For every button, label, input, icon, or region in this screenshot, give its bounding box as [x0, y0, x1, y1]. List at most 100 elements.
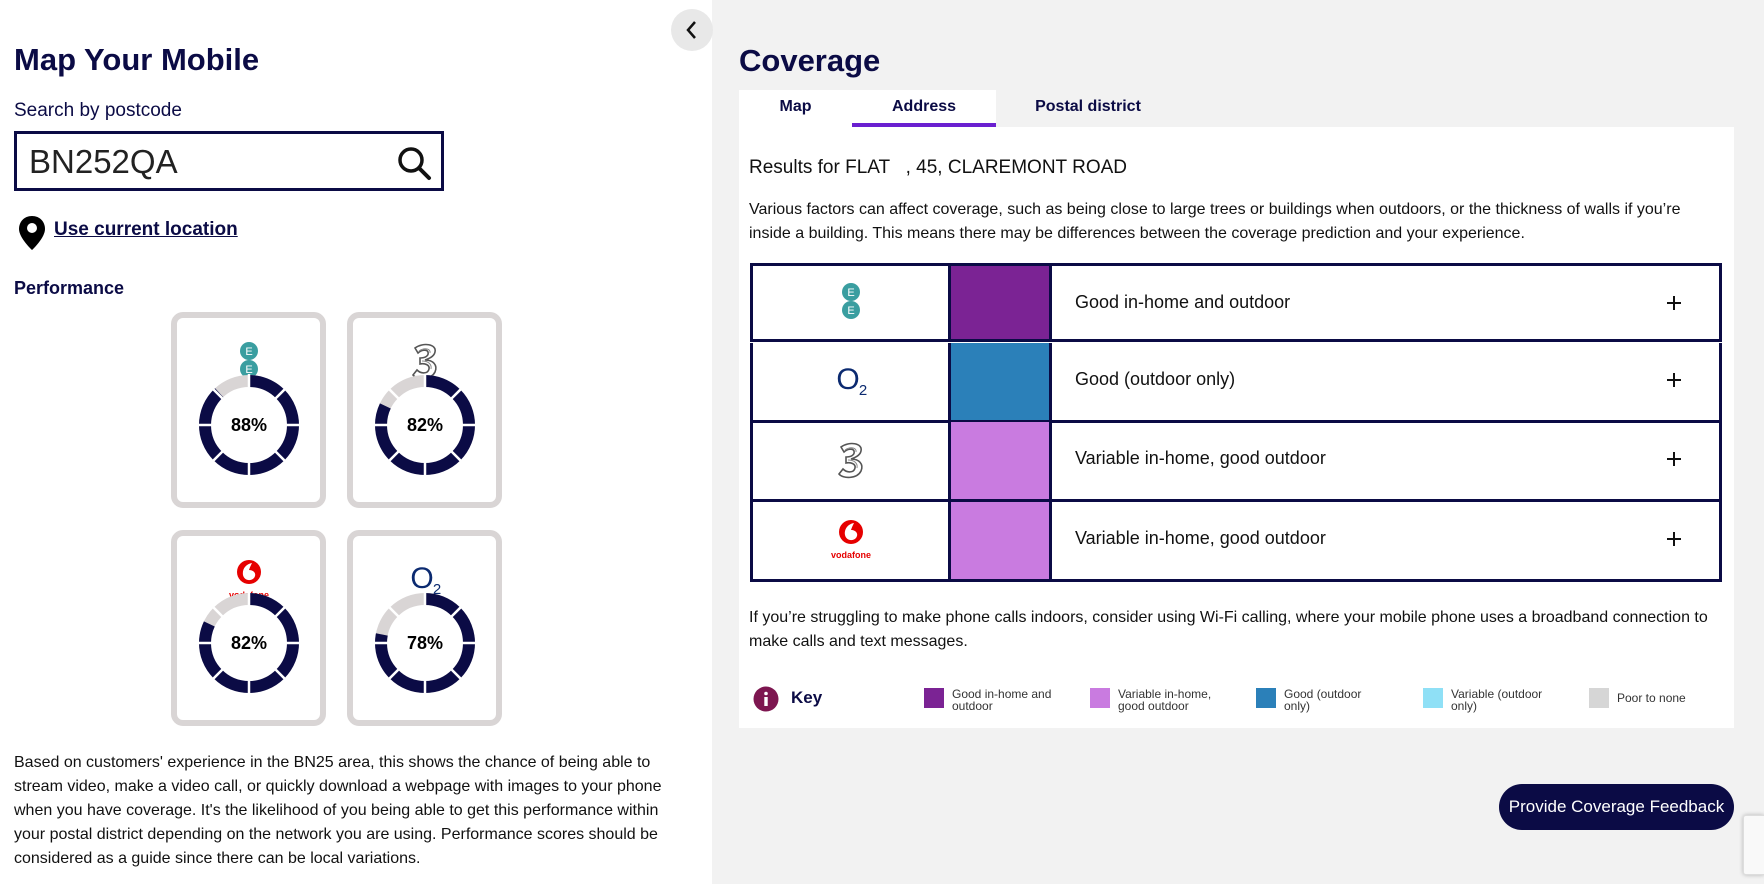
coverage-intro: Various factors can affect coverage, suc… — [749, 201, 1681, 242]
wifi-note: If you’re struggling to make phone calls… — [749, 609, 1708, 650]
coverage-title: Coverage — [739, 43, 881, 78]
donut-chart: 78% — [374, 592, 476, 694]
expand-icon[interactable] — [1665, 530, 1683, 548]
key-label: Variable in-home, good outdoor — [1118, 687, 1212, 713]
performance-card: vodafone82% — [171, 530, 326, 726]
coverage-swatch — [951, 266, 1052, 339]
coverage-label: Variable in-home, good outdoor — [1075, 448, 1326, 468]
donut-chart: 82% — [374, 374, 476, 476]
key-item: Good in-home and outdoor — [924, 688, 1057, 712]
key-title: Key — [791, 688, 823, 707]
location-link[interactable]: Use current location — [54, 219, 238, 240]
performance-description: Based on customers' experience in the BN… — [14, 754, 662, 867]
logo-shape — [242, 563, 255, 581]
logo-graphic — [411, 343, 437, 380]
donut-label: 88% — [231, 415, 267, 435]
logo-dot — [239, 360, 258, 378]
coverage-swatch — [951, 422, 1052, 499]
logo-text: E — [847, 305, 854, 317]
recaptcha-badge — [1743, 815, 1764, 875]
plus-shape — [1667, 452, 1681, 466]
donut-gap — [274, 450, 286, 462]
collapse-button[interactable] — [671, 9, 713, 51]
search-box[interactable]: BN252QA — [14, 131, 444, 191]
pin-icon — [19, 216, 45, 250]
plus-shape — [1667, 372, 1681, 387]
logo — [753, 422, 951, 499]
expand-icon[interactable] — [1665, 371, 1683, 389]
donut-gap — [388, 606, 400, 618]
coverage-swatch — [951, 501, 1052, 579]
donut-gap — [450, 388, 462, 400]
donut-label: 82% — [407, 415, 443, 435]
key-label: Good (outdoor only) — [1284, 687, 1362, 713]
donut: 82% — [193, 587, 305, 704]
logo-shape — [844, 446, 858, 468]
key-item: Good (outdoor only) — [1256, 688, 1374, 712]
logo-text: vodafone — [830, 550, 870, 560]
plus-shape — [1667, 531, 1681, 546]
donut-gap — [274, 606, 286, 618]
logo-text: 2 — [432, 581, 440, 598]
donut-gap — [274, 668, 286, 680]
coverage-label: Good (outdoor only) — [1075, 368, 1236, 389]
key-label: Variable (outdoor only) — [1451, 687, 1543, 713]
info-icon — [753, 686, 779, 712]
page-title: Map Your Mobile — [14, 42, 260, 77]
donut-chart: 82% — [198, 592, 300, 694]
results-heading: Results for FLAT , 45, CLAREMONT ROAD — [749, 157, 1127, 178]
expand-icon[interactable] — [1665, 294, 1683, 312]
key-item: Variable in-home, good outdoor — [1090, 688, 1228, 712]
key-swatch — [1090, 688, 1110, 708]
donut-gap — [450, 606, 462, 618]
coverage-row: E E Good in-home and outdoor — [750, 263, 1722, 342]
logo-text: 2 — [858, 382, 866, 399]
logo-shape — [418, 348, 432, 370]
logo: vodafone — [753, 501, 951, 579]
coverage-content — [739, 127, 1734, 728]
donut-gap — [212, 668, 224, 680]
search-label: Search by postcode — [14, 100, 182, 121]
donut-gap — [212, 450, 224, 462]
key-swatch — [1589, 688, 1609, 708]
donut-gap — [212, 388, 224, 400]
donut-gap — [388, 450, 400, 462]
donut-chart: 88% — [198, 374, 300, 476]
performance-card: 82% — [347, 312, 502, 508]
key-swatch — [924, 688, 944, 708]
logo-dot — [841, 282, 860, 301]
logo-graphic — [837, 442, 863, 478]
donut-gap — [388, 388, 400, 400]
search-value: BN252QA — [29, 143, 178, 180]
coverage-row: Variable in-home, good outdoor — [750, 422, 1722, 502]
plus-shape — [1667, 296, 1681, 310]
logo-text: E — [245, 346, 252, 358]
performance-heading: Performance — [14, 278, 125, 298]
logo-dot — [239, 342, 258, 360]
search-icon[interactable] — [396, 145, 432, 181]
feedback-button[interactable]: Provide Coverage Feedback — [1499, 784, 1734, 830]
performance-card: O 2 78% — [347, 530, 502, 726]
tab[interactable]: Address — [852, 90, 996, 127]
logo-shape — [844, 523, 857, 541]
donut-gap — [274, 388, 286, 400]
donut-gap — [450, 668, 462, 680]
tab[interactable]: Postal district — [1035, 98, 1141, 115]
logo-graphic: EE — [841, 282, 860, 319]
donut-gap — [388, 668, 400, 680]
coverage-label: Good in-home and outdoor — [1075, 292, 1291, 312]
key-item: Variable (outdoor only) — [1423, 688, 1561, 712]
donut-gap — [212, 606, 224, 618]
key-swatch — [1256, 688, 1276, 708]
tab[interactable]: Map — [779, 98, 812, 115]
key-swatch — [1423, 688, 1443, 708]
performance-card: E E 88% — [171, 312, 326, 508]
logo-text: E — [847, 287, 854, 299]
expand-icon[interactable] — [1665, 450, 1683, 468]
key-item: Poor to none — [1589, 688, 1727, 708]
coverage-swatch — [951, 342, 1052, 420]
